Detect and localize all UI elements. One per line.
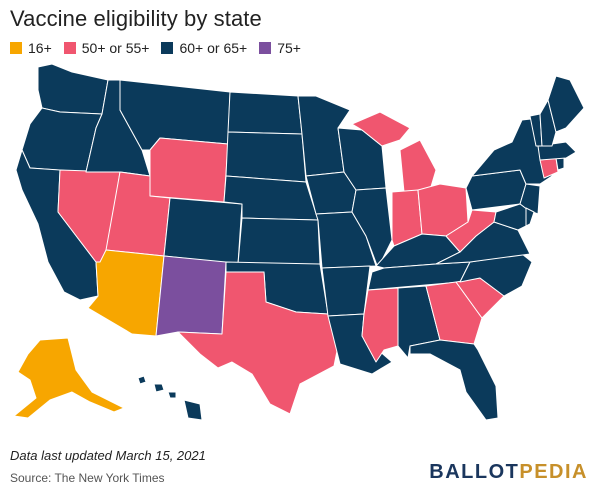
state-KS: [237, 217, 321, 265]
legend-label-60: 60+ or 65+: [179, 40, 248, 56]
legend-item-60: 60+ or 65+: [161, 40, 247, 56]
state-SD: [225, 131, 307, 183]
legend-swatch-16: [10, 42, 22, 54]
state-RI: [555, 157, 565, 171]
state-FL: [409, 339, 499, 421]
state-WA: [37, 63, 109, 115]
state-TX: [177, 271, 341, 415]
map-title: Vaccine eligibility by state: [10, 6, 262, 31]
state-IL: [351, 187, 393, 269]
logo-part-pedia: PEDIA: [519, 461, 588, 483]
legend-swatch-75: [259, 42, 272, 54]
state-AR: [321, 265, 371, 317]
legend-label-75: 75+: [277, 40, 301, 56]
state-ME: [547, 75, 585, 133]
state-NH: [539, 99, 557, 147]
legend-item-16: 16+: [10, 40, 52, 56]
state-NM: [155, 255, 227, 337]
state-WY: [149, 137, 229, 203]
state-AZ: [87, 249, 165, 337]
logo-part-ballot: BALLOT: [429, 461, 520, 483]
state-MI: [351, 111, 437, 193]
ballotpedia-logo: BALLOTPEDIA: [429, 461, 588, 484]
state-AK: [13, 337, 125, 419]
us-map: [13, 63, 585, 421]
legend-swatch-60: [161, 42, 174, 54]
legend-swatch-50: [63, 42, 76, 54]
state-ND: [227, 91, 303, 135]
state-HI: [137, 375, 203, 421]
source-note: Source: The New York Times: [10, 471, 165, 485]
state-DE: [525, 207, 535, 227]
legend-item-75: 75+: [259, 40, 301, 56]
data-updated-note: Data last updated March 15, 2021: [10, 448, 206, 463]
state-GA: [425, 281, 483, 345]
state-CO: [163, 197, 243, 265]
legend-label-16: 16+: [28, 40, 52, 56]
legend-item-50: 50+ or 55+: [63, 40, 150, 56]
legend-label-50: 50+ or 55+: [81, 40, 150, 56]
legend: 16+ 50+ or 55+ 60+ or 65+ 75+: [10, 40, 301, 56]
